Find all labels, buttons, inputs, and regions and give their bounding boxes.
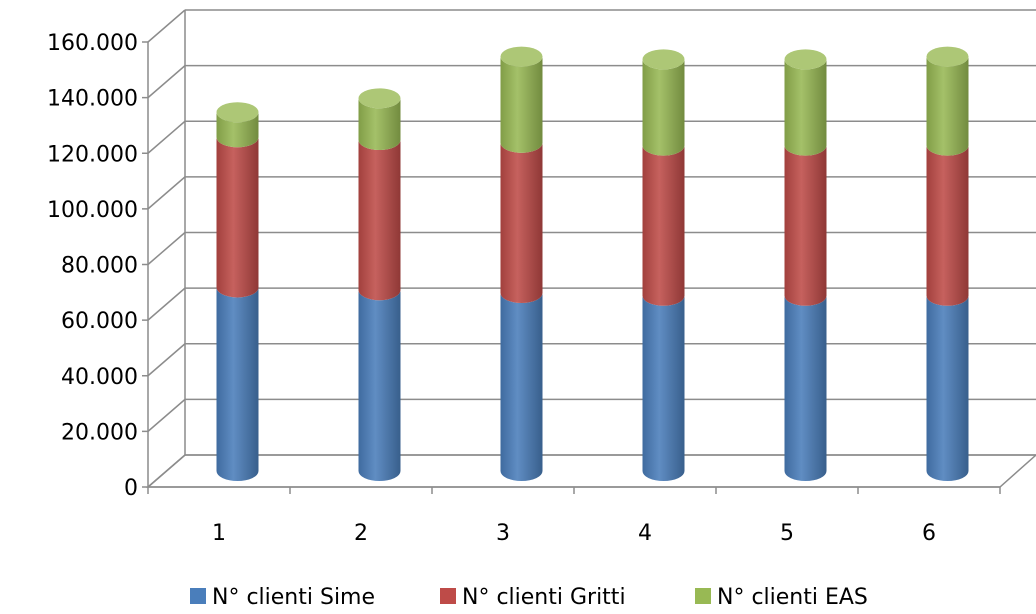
bar-stack — [784, 49, 827, 482]
bar-segment — [216, 112, 259, 148]
x-axis — [147, 486, 1001, 494]
gridlines — [147, 9, 1036, 488]
y-tick-label: 100.000 — [47, 198, 138, 223]
legend-item: N° clienti Sime — [190, 585, 375, 610]
y-tick-label: 80.000 — [61, 254, 138, 279]
legend-item: N° clienti EAS — [695, 585, 868, 610]
gridline-diagonal — [147, 343, 186, 377]
y-tick-label: 60.000 — [61, 309, 138, 334]
floor — [145, 454, 1036, 488]
x-tick-label: 4 — [638, 521, 652, 546]
gridline-diagonal — [147, 120, 186, 154]
y-tick-label: 160.000 — [47, 31, 138, 56]
x-tick-label: 5 — [780, 521, 794, 546]
gridline-diagonal — [147, 287, 186, 321]
bar-stack — [358, 88, 401, 482]
bar-stack — [216, 102, 259, 482]
y-tick-label: 20.000 — [61, 420, 138, 445]
bar-stack — [926, 46, 969, 482]
legend-label: N° clienti EAS — [717, 585, 868, 610]
y-axis-ticks: 0 20.000 40.000 60.000 80.000 100.000 120.000 1… — [47, 31, 148, 501]
bar-segment — [642, 295, 685, 482]
y-tick-label: 120.000 — [47, 142, 138, 167]
x-tick-label: 3 — [496, 521, 510, 546]
bar-segment — [500, 293, 543, 482]
bar-cap — [500, 46, 543, 67]
y-tick-label: 0 — [124, 476, 138, 501]
x-axis-ticks: 1 2 3 4 5 6 — [212, 521, 936, 546]
legend-swatch — [190, 588, 206, 604]
bar-segment — [500, 142, 543, 303]
bar-segment — [358, 98, 401, 151]
legend: N° clienti Sime N° clienti Gritti N° clien… — [190, 585, 868, 610]
gridline-diagonal — [147, 398, 186, 432]
bar-segment — [784, 59, 827, 156]
x-tick-label: 2 — [354, 521, 368, 546]
legend-item: N° clienti Gritti — [440, 585, 626, 610]
bar-segment — [642, 145, 685, 306]
y-tick-label: 40.000 — [61, 365, 138, 390]
bar-segment — [358, 290, 401, 482]
gridline-diagonal — [147, 231, 186, 266]
gridline-diagonal — [147, 65, 186, 99]
legend-swatch — [440, 588, 456, 604]
chart-walls — [145, 10, 1036, 488]
legend-swatch — [695, 588, 711, 604]
bar-segment — [642, 59, 685, 156]
bar-cap — [784, 49, 827, 70]
bar-segment — [926, 56, 969, 156]
bars — [216, 46, 969, 482]
bar-segment — [926, 295, 969, 482]
legend-label: N° clienti Sime — [212, 585, 375, 610]
bar-segment — [926, 145, 969, 306]
bar-segment — [216, 287, 259, 482]
bar-cap — [216, 102, 259, 123]
y-tick-label: 140.000 — [47, 87, 138, 112]
bar-segment — [358, 140, 401, 301]
bar-cap — [926, 46, 969, 67]
bar-segment — [784, 145, 827, 306]
bar-segment — [500, 56, 543, 153]
gridline-diagonal — [147, 176, 186, 210]
gridline-diagonal — [147, 454, 186, 488]
legend-label: N° clienti Gritti — [462, 585, 626, 610]
gridline-diagonal — [147, 9, 186, 43]
bar-segment — [216, 137, 259, 298]
bar-cap — [358, 88, 401, 109]
x-tick-label: 6 — [922, 521, 936, 546]
bar-stack — [500, 46, 543, 482]
bar-segment — [784, 295, 827, 482]
bar-stack — [642, 49, 685, 482]
x-tick-label: 1 — [212, 521, 226, 546]
bar-cap — [642, 49, 685, 70]
